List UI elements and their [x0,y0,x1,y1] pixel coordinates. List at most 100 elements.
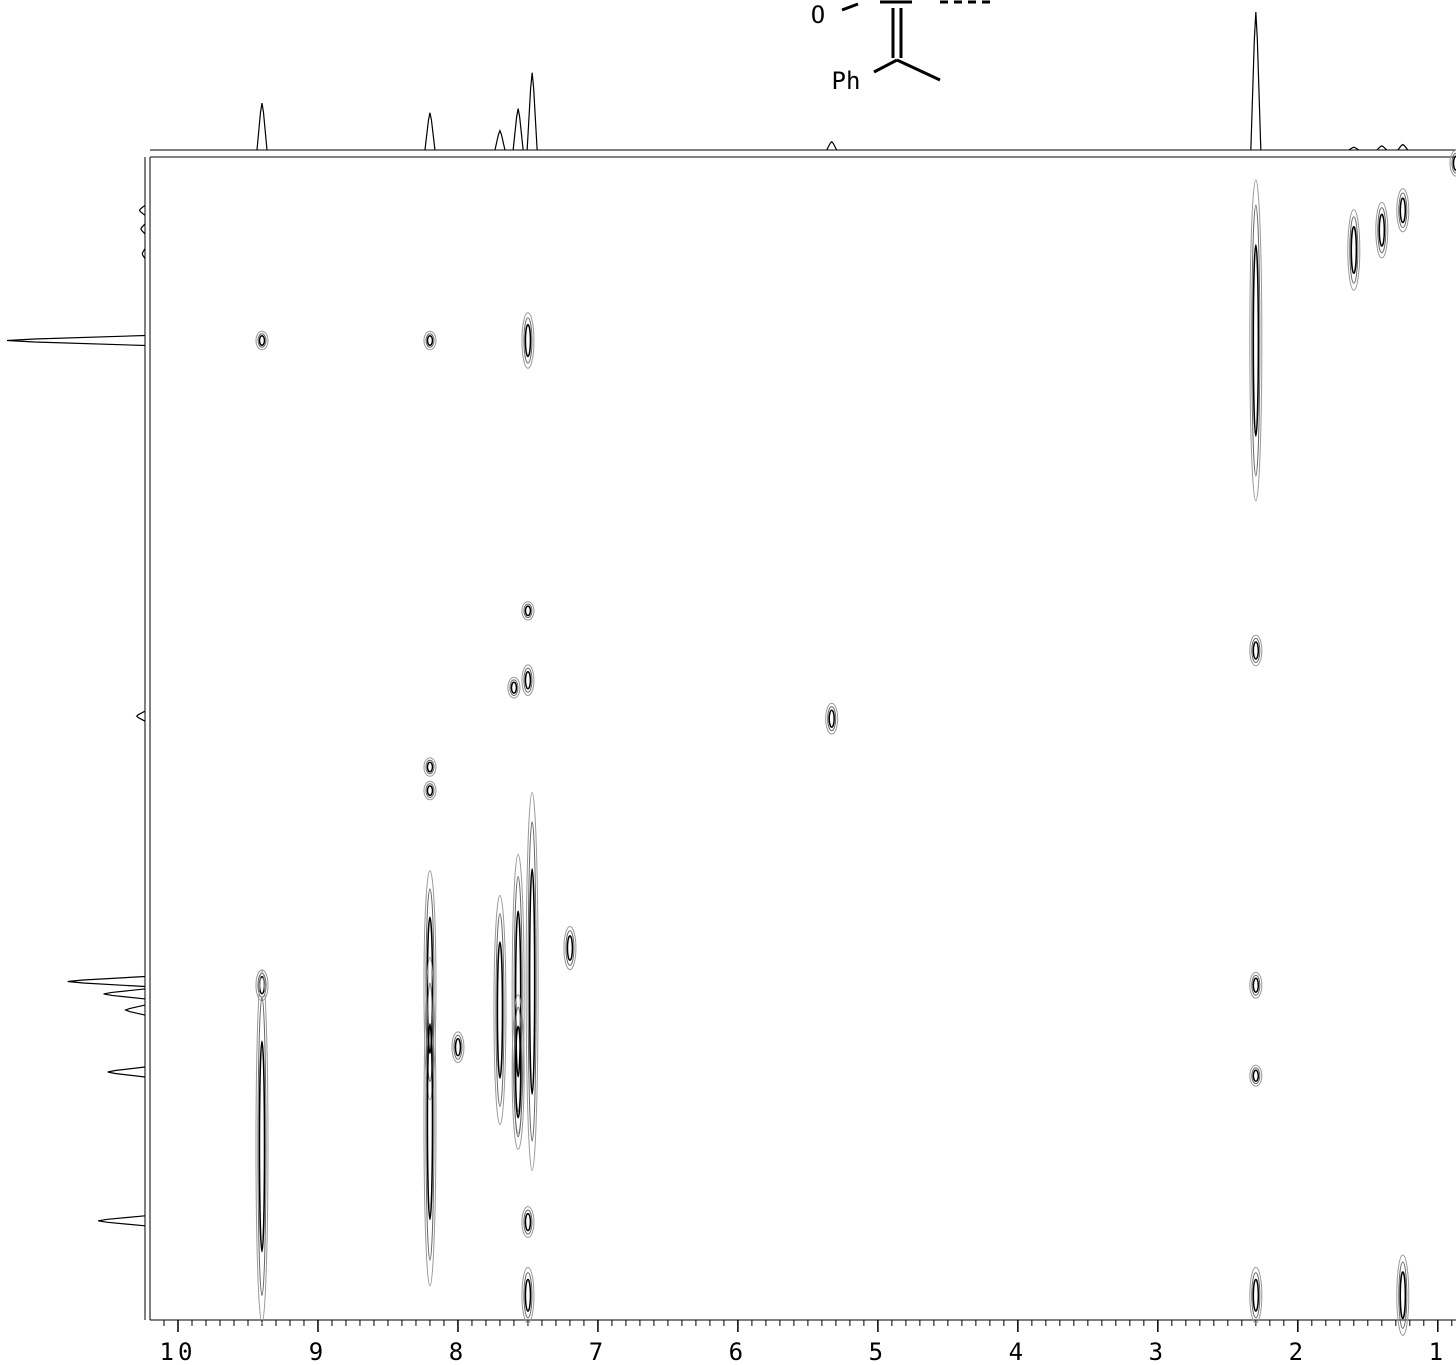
spectrum-peak [135,710,146,722]
contour-outer [521,1206,535,1238]
bond [896,58,941,82]
contour-inner [426,1023,434,1221]
contour-mid [257,996,267,1296]
contour-mid [527,821,537,1142]
contour-outer [521,1266,535,1324]
contour-mid [523,603,533,619]
contour-inner [528,868,536,1095]
x-tick-label: 4 [1009,1338,1027,1365]
spectrum-peak [1250,11,1262,151]
contour-inner [828,709,835,728]
contour-mid [1377,207,1387,254]
contour-inner [524,323,532,358]
spectrum-peak [6,334,146,347]
spectrum-peak [494,129,506,151]
contour-outer [1375,201,1389,259]
spectrum-peak [512,108,524,151]
spectrum-peak [124,1004,146,1016]
contour-outer [525,792,539,1171]
atom-label: Ph [832,67,861,95]
contour-inner [496,941,504,1079]
contour-outer [1249,1266,1263,1324]
contour-mid [1251,974,1261,996]
contour-outer [1396,1254,1410,1336]
contour-outer [1396,188,1410,233]
x-tick-label: 1 [1429,1338,1447,1365]
contour-mid [425,333,435,348]
contour-inner [1252,1069,1260,1082]
contour-inner [258,335,266,346]
contour-inner [1452,155,1456,171]
contour-mid [523,1209,533,1235]
x-tick-label: 6 [729,1338,747,1365]
contour-mid [1398,192,1408,229]
contour-inner [566,935,574,961]
contour-mid [495,913,505,1107]
contour-inner [514,910,522,1078]
x-tick-label: 9 [309,1338,327,1365]
contour-outer [255,330,269,351]
contour-inner [1350,225,1358,275]
contour-mid [513,875,523,1112]
contour-mid [257,333,267,348]
contour-mid [1398,1261,1408,1329]
contour-mid [509,679,519,696]
x-tick-label: 3 [1149,1338,1167,1365]
spectrum-peak [97,1215,146,1227]
contour-outer [511,994,525,1150]
contour-inner [258,1040,266,1253]
contour-inner [524,605,532,617]
contour-mid [425,888,435,1083]
contour-mid [1451,152,1456,174]
contour-outer [423,757,437,777]
spectrum-peak [1397,143,1409,151]
bond [841,2,859,12]
spectrum-peak [826,140,838,151]
x-tick-label: 5 [869,1338,887,1365]
contour-outer [1249,1064,1263,1087]
contour-outer [493,894,507,1126]
contour-outer [1249,971,1263,999]
spectrum-peak [526,72,538,151]
contour-inner [1252,977,1260,993]
structure [841,0,990,82]
contour-outer [507,676,521,699]
contour-mid [1251,1272,1261,1319]
contour-mid [523,1272,533,1319]
contour-inner [1252,641,1260,660]
contour-outer [511,854,525,1134]
contour-mid [453,1034,463,1060]
contour-mid [425,759,435,775]
contour-outer [423,870,437,1101]
spectrum-peak [103,988,146,1000]
x-tick-label: 8 [449,1338,467,1365]
contour-mid [1251,1067,1261,1085]
contour-mid [827,706,837,732]
spectrum-peak [67,975,146,988]
contour-inner [524,1278,532,1312]
contour-outer [1249,634,1263,667]
contour-mid [1251,204,1261,477]
contour-inner [524,1212,532,1232]
contour-inner [426,916,434,1054]
contour-mid [565,930,575,966]
spectrum-peak [107,1066,146,1078]
contour-outer [451,1031,465,1064]
contour-inner [426,335,434,346]
contour-outer [1449,149,1456,177]
contour-mid [523,317,533,364]
contour-mid [425,982,435,1261]
spectrum-peak [256,102,268,151]
contour-outer [423,330,437,351]
spectrum-peak [138,204,146,216]
spectrum-peak [1348,146,1360,151]
spectrum-peak [141,248,146,260]
contour-inner [524,671,532,690]
contour-mid [523,667,533,693]
contour-outer [825,702,839,735]
x-tick-label: 2 [1289,1338,1307,1365]
contour-inner [1252,1278,1260,1312]
contour-inner [510,681,518,694]
contour-mid [1349,216,1359,284]
